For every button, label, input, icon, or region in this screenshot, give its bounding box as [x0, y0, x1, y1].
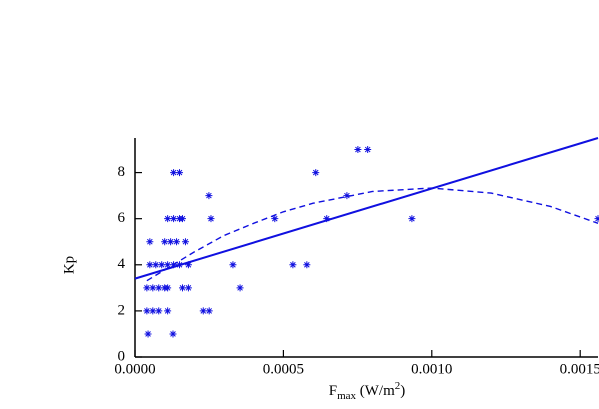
data-point	[594, 215, 599, 223]
data-point	[181, 238, 189, 246]
x-label-sup: 2	[395, 380, 401, 392]
data-point	[364, 146, 372, 154]
data-point	[408, 215, 416, 223]
data-point	[176, 169, 184, 177]
y-tick-label: 6	[118, 210, 126, 226]
data-point	[271, 215, 279, 223]
data-point	[199, 307, 207, 315]
data-point	[169, 330, 177, 338]
data-point	[312, 169, 320, 177]
fit-line	[146, 187, 599, 282]
data-point	[146, 261, 154, 269]
y-tick-label: 8	[118, 164, 126, 180]
x-label-rest: (W/m	[356, 383, 395, 399]
data-point	[178, 215, 186, 223]
y-tick-label: 2	[118, 302, 126, 318]
data-point	[289, 261, 297, 269]
data-point	[158, 261, 166, 269]
y-axis-label: Kp	[61, 256, 77, 274]
data-point	[303, 261, 311, 269]
data-point	[161, 238, 169, 246]
x-tick-label: 0.0015	[560, 361, 599, 377]
data-point	[354, 146, 362, 154]
data-point	[205, 307, 213, 315]
data-point	[149, 307, 157, 315]
data-point	[144, 330, 152, 338]
x-tick-label: 0.0005	[263, 361, 304, 377]
data-point	[170, 169, 178, 177]
data-point	[205, 192, 213, 200]
data-point	[155, 307, 163, 315]
data-point	[146, 238, 154, 246]
data-point	[143, 284, 151, 292]
data-point	[164, 307, 172, 315]
x-tick-label: 0.0010	[411, 361, 452, 377]
x-label-sub: max	[337, 390, 356, 402]
data-point	[176, 261, 184, 269]
data-point	[164, 261, 172, 269]
data-point	[207, 215, 215, 223]
data-point	[149, 284, 157, 292]
x-axis-label: Fmax (W/m2)	[329, 380, 406, 402]
y-tick-label: 4	[118, 256, 126, 272]
data-point	[167, 238, 175, 246]
data-point	[170, 261, 178, 269]
data-point	[152, 261, 160, 269]
x-label-end: )	[400, 383, 405, 399]
data-point	[164, 215, 172, 223]
data-point	[170, 215, 178, 223]
y-tick-label: 0	[118, 348, 126, 364]
data-point	[155, 284, 163, 292]
data-point	[184, 284, 192, 292]
data-point	[236, 284, 244, 292]
data-point	[164, 284, 172, 292]
x-tick-label: 0.0000	[114, 361, 155, 377]
data-point	[184, 261, 192, 269]
data-point	[323, 215, 331, 223]
data-point	[178, 284, 186, 292]
data-point	[343, 192, 351, 200]
fit-line	[134, 137, 599, 280]
data-point	[229, 261, 237, 269]
x-label-base: F	[329, 383, 337, 399]
data-point	[143, 307, 151, 315]
data-point	[173, 238, 181, 246]
